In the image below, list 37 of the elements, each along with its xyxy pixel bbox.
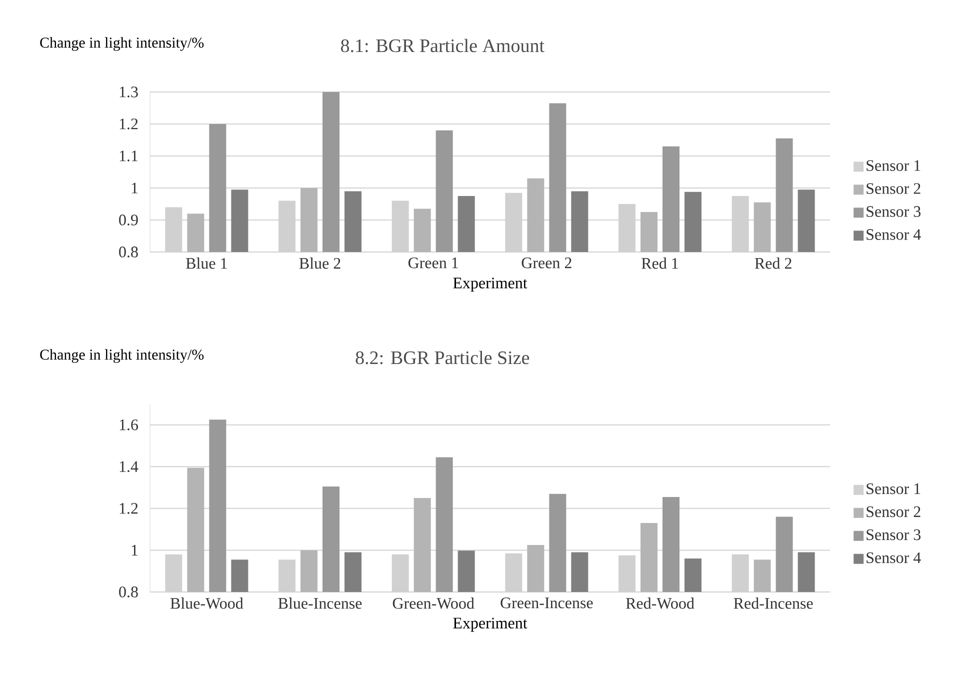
x-tick-label: Blue-Incense <box>278 598 362 609</box>
legend-label: Sensor 2 <box>866 506 920 518</box>
x-tick-label: Green 2 <box>522 258 572 268</box>
y-tick-label: 0.8 <box>119 586 138 598</box>
y-tick-label: 1.2 <box>120 503 138 514</box>
x-tick-label: Red 2 <box>754 258 792 269</box>
x-tick-label: Blue 2 <box>299 258 340 269</box>
chart-title: 8.2: BGR Particle Size <box>356 350 530 364</box>
x-tick-label: Green-Wood <box>392 598 474 609</box>
x-tick-label: Red-Incense <box>734 598 813 609</box>
y-axis-title: Change in light intensity/% <box>40 349 204 363</box>
y-tick-label: 1.3 <box>120 86 138 98</box>
y-axis-title: Change in light intensity/% <box>40 37 204 51</box>
y-tick-label: 1.6 <box>120 419 138 430</box>
x-tick-label: Blue-Wood <box>170 598 244 609</box>
legend-label: Sensor 1 <box>866 483 920 494</box>
x-tick-label: Red 1 <box>642 258 678 269</box>
y-tick-label: 1.1 <box>120 150 138 162</box>
y-tick-label: 1.4 <box>120 461 138 472</box>
y-tick-label: 1.2 <box>120 118 138 130</box>
legend-label: Sensor 4 <box>866 552 921 564</box>
x-tick-label: Green 1 <box>408 258 458 268</box>
legend-label: Sensor 2 <box>866 183 920 194</box>
x-tick-label: Green-Incense <box>500 598 593 608</box>
y-tick-label: 1 <box>132 182 138 194</box>
legend-label: Sensor 1 <box>866 160 920 171</box>
y-tick-label: 0.8 <box>119 246 138 258</box>
x-tick-label: Red-Wood <box>626 598 694 609</box>
y-tick-label: 1 <box>132 544 138 556</box>
legend-label: Sensor 4 <box>866 229 921 240</box>
chart-title: 8.1: BGR Particle Amount <box>341 38 544 52</box>
legend-label: Sensor 3 <box>866 206 921 217</box>
x-axis-title: Experiment <box>453 618 528 632</box>
y-tick-label: 0.9 <box>119 214 138 226</box>
legend-label: Sensor 3 <box>866 529 921 540</box>
x-tick-label: Blue 1 <box>186 258 227 269</box>
x-axis-title: Experiment <box>453 278 528 292</box>
